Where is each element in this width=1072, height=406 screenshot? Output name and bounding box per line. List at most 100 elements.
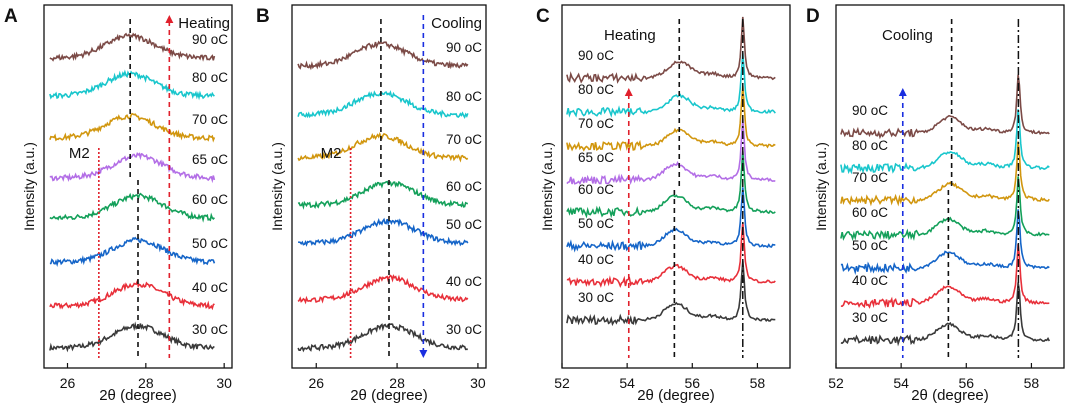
x-tick-label: 30 <box>216 375 232 391</box>
temperature-label: 40 oC <box>446 274 482 289</box>
spectrum-line <box>49 32 216 62</box>
spectrum-line <box>297 90 469 120</box>
spectrum-line <box>566 118 776 186</box>
spectrum-line <box>566 187 776 253</box>
temperature-label: 40 oC <box>578 252 614 267</box>
temperature-label: 65 oC <box>192 152 228 167</box>
spectrum-line <box>566 150 776 219</box>
temperature-label: 70 oC <box>446 132 482 147</box>
temperature-label: 50 oC <box>446 217 482 232</box>
spectrum-line <box>49 69 215 101</box>
panel-letter: A <box>4 6 18 27</box>
panel-letter: B <box>256 6 270 27</box>
temperature-label: 90 oC <box>852 103 888 118</box>
x-tick-label: 54 <box>619 375 635 391</box>
spectrum-line <box>49 112 216 143</box>
temperature-label: 50 oC <box>192 236 228 251</box>
temperature-label: 30 oC <box>192 322 228 337</box>
y-axis-label: Intensity (a.u.) <box>813 142 829 231</box>
spectrum-line <box>49 278 215 311</box>
temperature-label: 30 oC <box>446 322 482 337</box>
spectrum-line <box>840 209 1050 276</box>
temperature-label: 70 oC <box>578 116 614 131</box>
plot-frame <box>43 4 233 369</box>
mode-label: Cooling <box>882 27 933 44</box>
spectrum-line <box>840 282 1051 347</box>
temperature-label: 60 oC <box>578 182 614 197</box>
x-axis-label: 2θ (degree) <box>99 387 177 404</box>
m2-label: M2 <box>69 145 90 162</box>
spectrum-line <box>566 53 776 118</box>
spectrum-line <box>840 109 1050 175</box>
x-tick-label: 28 <box>389 375 405 391</box>
temperature-label: 65 oC <box>578 150 614 165</box>
x-tick-label: 30 <box>470 375 486 391</box>
x-tick-label: 28 <box>138 375 154 391</box>
x-tick-label: 58 <box>1024 375 1040 391</box>
spectrum-line <box>297 322 468 353</box>
x-tick-label: 54 <box>893 375 909 391</box>
direction-arrow-head <box>624 88 633 96</box>
spectrum-line <box>49 151 216 184</box>
direction-arrow-head <box>165 15 174 23</box>
temperature-label: 90 oC <box>578 48 614 63</box>
y-axis-label: Intensity (a.u.) <box>21 142 37 231</box>
x-tick-label: 26 <box>308 375 324 391</box>
spectrum-line <box>566 16 776 84</box>
temperature-label: 70 oC <box>852 170 888 185</box>
temperature-label: 90 oC <box>192 32 228 47</box>
y-axis-label: Intensity (a.u.) <box>539 142 555 231</box>
spectrum-line <box>297 180 469 210</box>
x-tick-label: 56 <box>958 375 974 391</box>
panel-a: A 26 28 30 2θ (degree) Intensity (a.u.) 30 oC 4… <box>4 4 233 404</box>
panel-letter: C <box>536 6 550 27</box>
spectrum-line <box>298 217 469 247</box>
x-tick-label: 26 <box>60 375 76 391</box>
x-axis-label: 2θ (degree) <box>637 387 715 404</box>
panel-c: C 52 54 56 58 2θ (degree) Intensity (a.u.) 30 o… <box>536 4 791 404</box>
plot-frame <box>835 4 1065 369</box>
x-tick-label: 56 <box>684 375 700 391</box>
y-axis-label: Intensity (a.u.) <box>269 142 285 231</box>
mode-label: Heating <box>178 15 230 32</box>
spectrum-line <box>840 176 1050 242</box>
temperature-label: 30 oC <box>578 290 614 305</box>
panel-b: B 26 28 30 2θ (degree) Intensity (a.u.) 30 oC 4… <box>256 4 487 404</box>
spectrum-line <box>566 85 776 152</box>
spectrum-line <box>49 236 216 268</box>
spectrum-line <box>566 222 776 288</box>
temperature-label: 60 oC <box>446 179 482 194</box>
spectrum-line <box>297 132 469 163</box>
x-axis-label: 2θ (degree) <box>350 387 428 404</box>
direction-arrow-head <box>419 350 428 358</box>
temperature-label: 50 oC <box>578 216 614 231</box>
mode-label: Cooling <box>431 15 482 32</box>
spectrum-line <box>49 192 215 223</box>
temperature-label: 80 oC <box>578 82 614 97</box>
spectrum-line <box>49 321 215 353</box>
temperature-label: 50 oC <box>852 238 888 253</box>
direction-arrow-head <box>898 88 907 96</box>
spectrum-line <box>297 40 469 71</box>
spectrum-line <box>840 243 1050 309</box>
temperature-label: 60 oC <box>192 192 228 207</box>
plot-frame <box>561 4 791 369</box>
temperature-label: 70 oC <box>192 112 228 127</box>
temperature-label: 40 oC <box>192 280 228 295</box>
x-axis-label: 2θ (degree) <box>911 387 989 404</box>
panel-letter: D <box>806 6 820 27</box>
spectrum-line <box>297 274 469 305</box>
spectrum-line <box>566 260 776 327</box>
temperature-label: 90 oC <box>446 40 482 55</box>
temperature-label: 30 oC <box>852 310 888 325</box>
temperature-label: 80 oC <box>446 89 482 104</box>
plot-frame <box>291 4 487 369</box>
temperature-label: 80 oC <box>192 70 228 85</box>
m2-label: M2 <box>321 145 342 162</box>
x-tick-label: 52 <box>828 375 844 391</box>
spectrum-line <box>840 141 1050 207</box>
temperature-label: 60 oC <box>852 205 888 220</box>
mode-label: Heating <box>604 27 656 44</box>
x-tick-label: 58 <box>750 375 766 391</box>
